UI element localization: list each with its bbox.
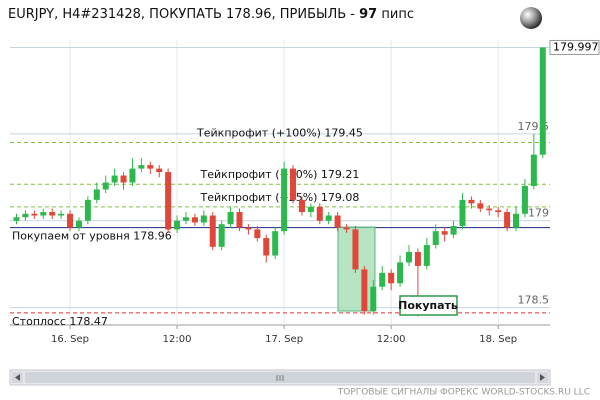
title-profit: 97	[359, 7, 377, 22]
candle-body	[423, 245, 430, 266]
candle-body	[22, 213, 29, 218]
candle-body	[450, 225, 457, 235]
x-tick-label: 16. Sep	[51, 334, 89, 345]
candle-body	[298, 199, 305, 213]
candle-body	[84, 199, 91, 221]
candle-body	[102, 182, 109, 190]
candles	[13, 47, 546, 317]
title-part: EURJPY, H4#231428, ПОКУПАТЬ 178.96, ПРИБ…	[8, 7, 359, 22]
candle-body	[459, 199, 466, 226]
level-label: Тейкпрофит (+100%) 179.45	[196, 127, 363, 140]
level-label: Стоплосс 178.47	[12, 315, 108, 328]
candle-body	[513, 213, 520, 228]
candle-body	[227, 212, 234, 225]
candle-body	[477, 203, 484, 209]
candle-body	[147, 165, 154, 169]
signal-box	[399, 295, 458, 316]
candle-body	[156, 168, 163, 173]
candle-body	[281, 168, 288, 232]
candle-body	[397, 262, 404, 284]
candle-body	[75, 220, 82, 228]
candle-body	[138, 165, 145, 169]
candle-body	[521, 185, 528, 214]
candle-body	[93, 189, 100, 200]
x-tick-label: 18. Sep	[479, 334, 517, 345]
candle-body	[129, 168, 136, 183]
candle-body	[245, 227, 252, 230]
title-part: пипс	[377, 7, 414, 22]
candle-body	[111, 175, 118, 183]
candle-body	[40, 212, 47, 216]
candle-body	[182, 217, 189, 221]
candle-body	[120, 175, 127, 183]
last-price-box	[549, 39, 600, 55]
candle-body	[379, 272, 386, 287]
level-label: Тейкпрофит (+25%) 179.08	[200, 191, 360, 204]
plot: 16. Sep 12:00 17. Sep 12:00 18. Sep179.51791…	[10, 39, 600, 345]
candle-body	[174, 220, 181, 230]
candle-body	[165, 172, 172, 230]
title: EURJPY, H4#231428, ПОКУПАТЬ 178.96, ПРИБ…	[8, 7, 414, 22]
candle-body	[49, 212, 56, 216]
level-label: Покупаем от уровня 178.96	[12, 230, 172, 243]
candle-body	[209, 215, 216, 247]
candle-body	[31, 213, 38, 216]
candle-body	[334, 215, 341, 228]
candle-body	[388, 272, 395, 284]
candle-body	[218, 224, 225, 247]
candle-body	[486, 208, 493, 211]
candle-body	[530, 154, 537, 186]
candle-body	[343, 227, 350, 230]
x-tick-label: 12:00	[377, 334, 406, 345]
candle-body	[405, 252, 412, 263]
x-tick-label: 17. Sep	[265, 334, 303, 345]
candle-body	[272, 231, 279, 256]
candle-body	[468, 199, 475, 204]
candle-body	[316, 206, 323, 221]
candle-body	[370, 286, 377, 312]
candle-body	[539, 47, 546, 155]
candle-body	[13, 217, 20, 221]
candle-body	[441, 231, 448, 235]
candle-body	[325, 215, 332, 221]
candle-body	[236, 212, 243, 228]
candle-body	[432, 231, 439, 246]
y-tick-label: 178.5	[518, 294, 550, 307]
candle-body	[290, 168, 297, 200]
candle-body	[414, 252, 421, 266]
last-price-label: 179.997	[553, 40, 599, 53]
y-tick-label: 179	[528, 207, 549, 220]
candle-body	[352, 229, 359, 270]
candle-body	[495, 210, 502, 213]
candle-body	[191, 217, 198, 223]
candle-body	[200, 215, 207, 223]
candle-body	[58, 213, 65, 216]
signal-label: Покупать	[398, 299, 458, 312]
level-label: Тейкпрофит (+50%) 179.21	[200, 168, 360, 181]
candle-body	[361, 269, 368, 312]
candle-body	[307, 206, 314, 213]
footer: ТОРГОВЫЕ СИГНАЛЫ ФОРЕКС WORLD-STOCKS.RU …	[337, 388, 590, 398]
candle-body	[254, 229, 261, 239]
candle-body	[67, 213, 74, 228]
candle-body	[504, 212, 511, 228]
globe-icon[interactable]	[520, 7, 542, 29]
candle-body	[263, 238, 270, 256]
x-tick-label: 12:00	[163, 334, 192, 345]
